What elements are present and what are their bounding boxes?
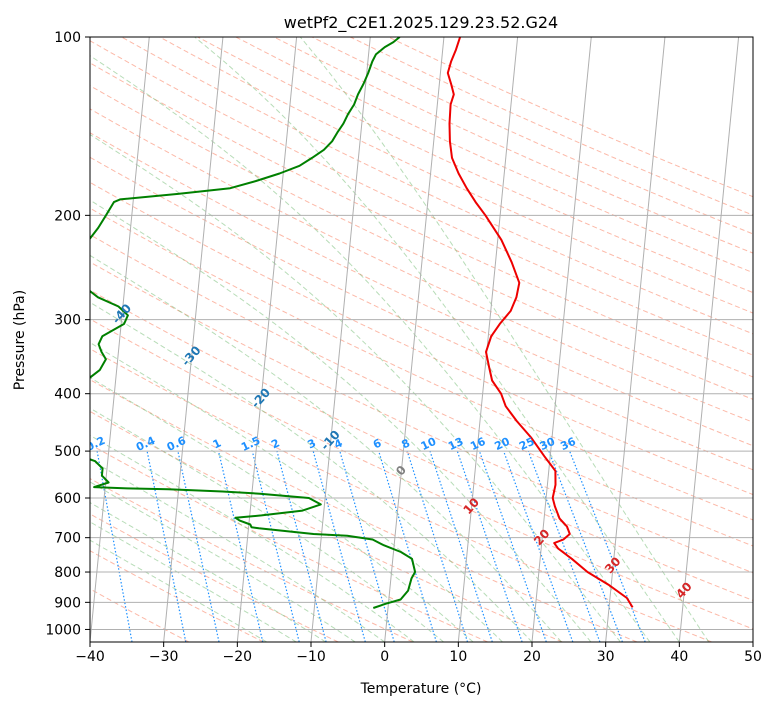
moist-adiabat-line <box>90 301 533 642</box>
x-tick-label: 10 <box>449 649 467 665</box>
dewpoint-profile-line <box>90 37 417 609</box>
isotherm-gridline <box>384 37 445 642</box>
dry-adiabat-line <box>388 37 753 198</box>
moist-adiabat-line <box>194 37 680 642</box>
x-axis-ticks: −40 −30 −20 −10 0 10 20 30 40 50 <box>75 642 762 665</box>
x-tick-label: −40 <box>75 649 105 665</box>
x-tick-label: 0 <box>380 649 389 665</box>
isotherm-gridline <box>90 37 150 642</box>
x-tick-label: 50 <box>744 649 762 665</box>
isobar-gridlines <box>90 37 753 630</box>
x-tick-label: −30 <box>149 649 179 665</box>
x-tick-label: −10 <box>296 649 326 665</box>
dry-adiabat-line <box>90 156 753 471</box>
mixing-ratio-label: 16 <box>468 435 488 453</box>
mixing-ratio-line <box>503 450 574 642</box>
dry-adiabat-line <box>90 289 753 601</box>
mixing-ratio-line <box>251 450 300 642</box>
moist-adiabat-line <box>299 37 710 642</box>
mixing-ratio-line <box>478 450 547 642</box>
dry-adiabat-line <box>90 261 753 574</box>
y-axis-label: Pressure (hPa) <box>12 290 28 390</box>
x-tick-label: 20 <box>523 649 541 665</box>
mixing-ratio-line <box>339 450 395 642</box>
moist-adiabat-line <box>90 502 326 642</box>
isotherm-gridline <box>236 37 298 642</box>
mixing-ratio-label: 25 <box>517 435 536 453</box>
y-tick-label: 100 <box>54 30 81 46</box>
dry-adiabat-line <box>90 85 753 400</box>
mixing-ratio-line <box>312 450 366 642</box>
mixing-ratio-line <box>548 450 623 642</box>
dry-adiabat-line <box>90 348 712 642</box>
moist-adiabat-line <box>90 407 444 642</box>
dry-adiabat-line <box>90 443 488 642</box>
mixing-ratio-label: 30 <box>538 435 558 453</box>
mixing-ratio-line <box>569 450 646 642</box>
mixing-ratio-line <box>177 450 220 642</box>
y-tick-label: 1000 <box>45 622 81 638</box>
moist-adiabat-line <box>90 376 474 642</box>
isotherm-gridline <box>310 37 371 642</box>
dry-adiabat-line <box>90 132 753 447</box>
temperature-profile-line <box>446 37 634 608</box>
sounding-series <box>90 37 634 609</box>
mixing-ratio-label: 10 <box>419 435 439 453</box>
dry-adiabat-line <box>90 410 563 642</box>
y-tick-label: 600 <box>54 491 81 507</box>
moist-adiabat-line <box>90 254 562 642</box>
mixing-ratio-label: 36 <box>558 435 578 453</box>
isotherm-gridline <box>678 37 740 642</box>
dry-adiabat-line <box>90 379 638 642</box>
isotherm-gridline <box>457 37 519 642</box>
plot-area: -100-90-80-70-60-50-40-30-20-10010203040… <box>90 37 753 642</box>
x-tick-label: 30 <box>597 649 615 665</box>
dry-adiabat-line <box>197 37 753 294</box>
dry-adiabat-line <box>90 40 753 356</box>
dry-adiabat-line <box>90 181 753 496</box>
isotherm-gridlines <box>90 37 753 642</box>
mixing-ratio-lines <box>96 450 646 642</box>
x-axis-label: Temperature (°C) <box>360 681 482 697</box>
dry-adiabat-line <box>159 37 753 314</box>
dry-adiabat-line <box>235 37 753 274</box>
dry-adiabat-line <box>350 37 753 216</box>
dry-adiabat-line <box>90 108 753 423</box>
y-tick-label: 900 <box>54 595 81 611</box>
y-tick-label: 300 <box>54 313 81 329</box>
isotherm-gridline <box>531 37 592 642</box>
plot-frame <box>89 36 754 643</box>
mixing-ratio-line <box>276 450 327 642</box>
y-axis-ticks: 100 200 300 400 500 600 700 800 900 1000 <box>45 30 90 638</box>
dry-adiabat-line <box>90 318 753 630</box>
mixing-ratio-line <box>527 450 601 642</box>
x-tick-label: −20 <box>223 649 253 665</box>
moist-adiabat-line <box>90 481 356 642</box>
dry-adiabat-line <box>90 234 753 547</box>
dry-adiabat-line <box>90 62 753 378</box>
x-tick-label: 40 <box>670 649 688 665</box>
chart-title: wetPf2_C2E1.2025.129.23.52.G24 <box>284 13 558 33</box>
mixing-ratio-label: 13 <box>446 435 465 453</box>
mixing-ratio-line <box>217 450 264 642</box>
y-tick-label: 400 <box>54 387 81 403</box>
y-tick-label: 700 <box>54 531 81 547</box>
moist-adiabat-line <box>90 539 268 642</box>
dry-adiabats <box>90 37 753 642</box>
y-tick-label: 800 <box>54 565 81 581</box>
moist-adiabat-line <box>90 55 651 642</box>
moist-adiabat-line <box>90 199 592 642</box>
isotherm-gridline <box>605 37 666 642</box>
y-tick-label: 500 <box>54 444 81 460</box>
mixing-ratio-line <box>96 450 133 642</box>
mixing-ratio-label: 20 <box>492 435 512 453</box>
isotherm-gridline <box>163 37 224 642</box>
mixing-ratio-line <box>146 450 187 642</box>
y-tick-label: 200 <box>54 208 81 224</box>
